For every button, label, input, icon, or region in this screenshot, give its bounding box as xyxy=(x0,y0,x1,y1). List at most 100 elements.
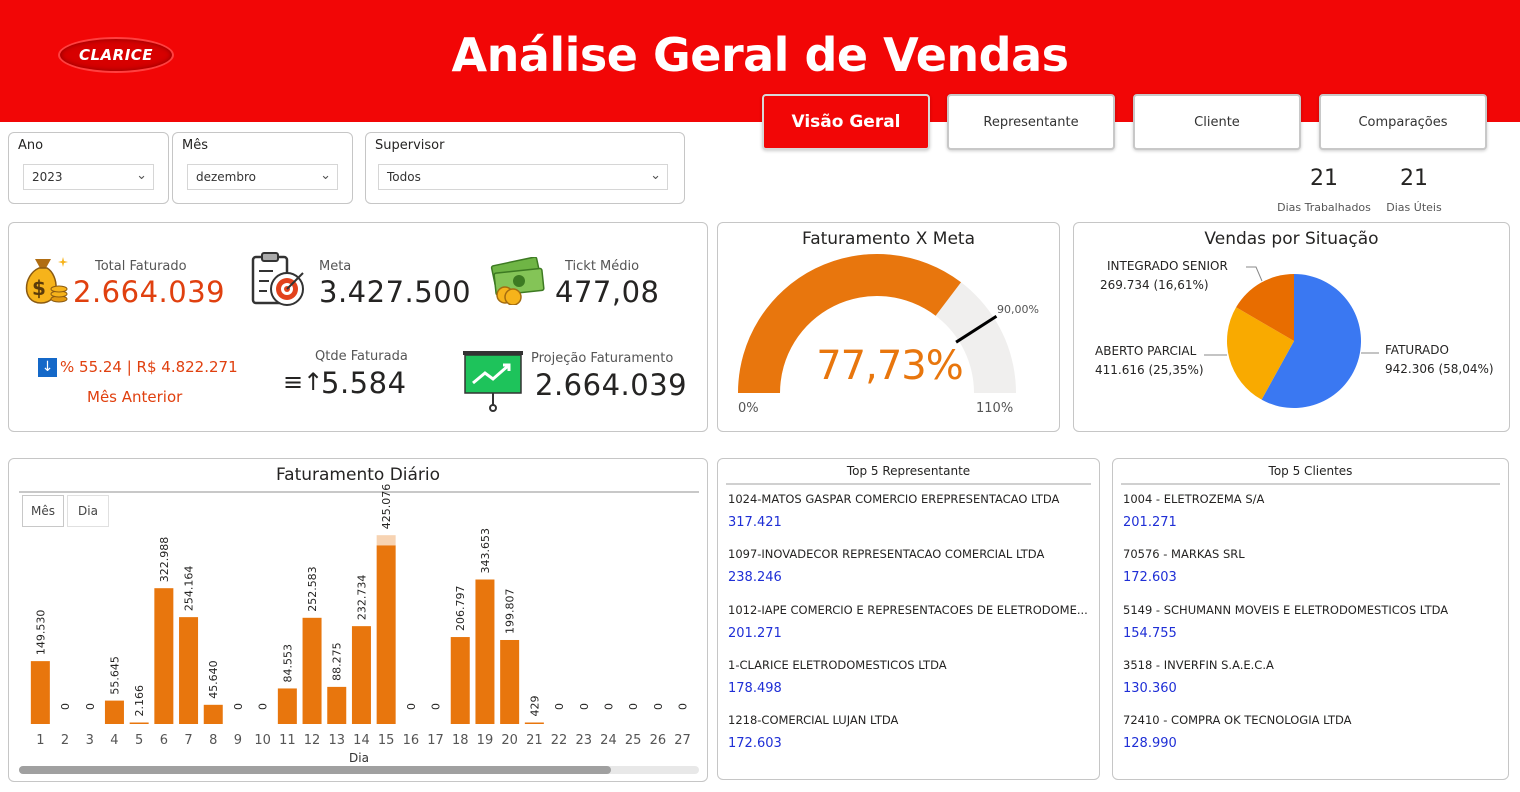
x-tick-label: 24 xyxy=(600,733,617,748)
bar-value-label: 0 xyxy=(257,703,270,710)
pie-slice-aberto-parcial[interactable] xyxy=(1227,307,1294,400)
bar-value-label: 322.988 xyxy=(158,537,171,583)
top-representante-title: Top 5 Representante xyxy=(846,464,971,478)
bar-value-label: 0 xyxy=(232,703,245,710)
title-divider xyxy=(1121,483,1500,485)
slicer-ano: Ano 2023 ⌄ xyxy=(8,132,169,204)
bar-day-13[interactable] xyxy=(327,686,347,724)
supervisor-dropdown[interactable]: Todos ⌄ xyxy=(378,164,668,190)
daily-bar-chart: 149.5301020355.64542.1665322.9886254.164… xyxy=(30,484,691,748)
slicer-mes: Mês dezembro ⌄ xyxy=(172,132,353,204)
qtde-faturada-value: 5.584 xyxy=(321,366,407,400)
bar-value-label: 2.166 xyxy=(133,685,146,717)
top-representante-card: Top 5 Representante 1024-MATOS GASPAR CO… xyxy=(717,458,1100,780)
nav-representante-button[interactable]: Representante xyxy=(947,94,1115,150)
projecao-faturamento-value: 2.664.039 xyxy=(535,368,688,402)
scrollbar-thumb[interactable] xyxy=(19,766,611,774)
bar-day-8[interactable] xyxy=(203,704,223,724)
x-tick-label: 27 xyxy=(674,733,691,748)
bar-day-15-highlight xyxy=(376,535,396,546)
meta-value: 3.427.500 xyxy=(319,275,472,309)
dias-uteis-value: 21 xyxy=(1400,166,1428,191)
pie-label-faturado-name: FATURADO xyxy=(1385,343,1449,357)
gauge-card: Faturamento X Meta 77,73% 0% 110% 90,00% xyxy=(717,222,1060,432)
header-banner: CLARICE Análise Geral de Vendas xyxy=(0,0,1520,122)
pie-label-faturado-value: 942.306 (58,04%) xyxy=(1385,362,1494,376)
x-tick-label: 9 xyxy=(234,733,242,748)
total-faturado-value: 2.664.039 xyxy=(73,275,226,309)
bar-day-11[interactable] xyxy=(277,688,297,724)
title-divider xyxy=(19,491,699,493)
bar-day-12[interactable] xyxy=(302,617,322,724)
x-tick-label: 26 xyxy=(650,733,667,748)
gauge-title: Faturamento X Meta xyxy=(801,229,975,249)
mes-toggle-button[interactable]: Mês xyxy=(22,495,64,527)
page-title: Análise Geral de Vendas xyxy=(451,28,1069,82)
ticket-medio-value: 477,08 xyxy=(555,275,660,309)
cliente-item-value: 154.755 xyxy=(1123,625,1177,641)
money-stack-icon xyxy=(490,257,545,305)
representante-item-value: 317.421 xyxy=(728,515,782,530)
nav-visao-geral-button[interactable]: Visão Geral xyxy=(762,94,930,150)
bar-day-20[interactable] xyxy=(500,639,520,724)
pie-leader-line xyxy=(1246,266,1263,282)
x-tick-label: 4 xyxy=(110,733,118,748)
bar-value-label: 254.164 xyxy=(183,566,196,612)
dia-toggle-button[interactable]: Dia xyxy=(67,495,109,527)
representante-item-name: 1-CLARICE ELETRODOMESTICOS LTDA xyxy=(728,657,947,672)
kpi-card: $ Total Faturado 2.664.039 Meta 3.427.50… xyxy=(8,222,708,432)
cliente-item-name: 1004 - ELETROZEMA S/A xyxy=(1123,492,1265,506)
representante-item-name: 1012-IAPE COMERCIO E REPRESENTACOES DE E… xyxy=(728,602,1088,617)
bar-day-19[interactable] xyxy=(475,579,495,724)
x-tick-label: 19 xyxy=(477,733,494,748)
x-tick-label: 13 xyxy=(328,733,345,748)
pie-slice-integrado-senior[interactable] xyxy=(1236,274,1294,341)
bar-value-label: 0 xyxy=(652,703,665,710)
meta-label: Meta xyxy=(319,259,352,274)
representante-item-value: 201.271 xyxy=(728,625,782,641)
representante-item-value: 172.603 xyxy=(728,736,782,752)
cliente-item-name: 3518 - INVERFIN S.A.E.C.A xyxy=(1123,657,1274,672)
bar-value-label: 149.530 xyxy=(34,610,47,656)
bar-value-label: 0 xyxy=(430,703,443,710)
chevron-down-icon: ⌄ xyxy=(650,168,661,183)
slicer-mes-label: Mês xyxy=(182,138,208,153)
bar-value-label: 84.553 xyxy=(281,644,294,683)
bar-day-7[interactable] xyxy=(179,617,199,724)
slicer-supervisor-label: Supervisor xyxy=(375,138,445,153)
x-tick-label: 16 xyxy=(403,733,420,748)
nav-comparacoes-button[interactable]: Comparações xyxy=(1319,94,1487,150)
dias-uteis-label: Dias Úteis xyxy=(1386,201,1442,214)
x-axis-label: Dia xyxy=(349,751,369,765)
cliente-item-name: 70576 - MARKAS SRL xyxy=(1123,547,1245,562)
gauge-max-label: 110% xyxy=(976,401,1014,416)
bar-day-1[interactable] xyxy=(30,661,50,724)
x-tick-label: 7 xyxy=(184,733,192,748)
pie-slice-faturado[interactable] xyxy=(1261,274,1361,408)
x-tick-label: 1 xyxy=(36,733,44,748)
bar-day-15[interactable] xyxy=(376,545,396,724)
x-tick-label: 22 xyxy=(551,733,568,748)
projecao-faturamento-label: Projeção Faturamento xyxy=(531,351,674,366)
gauge-target-marker xyxy=(955,314,998,344)
horizontal-scrollbar[interactable] xyxy=(19,766,699,774)
gauge-value-arc xyxy=(738,254,962,393)
bar-value-label: 199.807 xyxy=(504,588,517,634)
bar-day-6[interactable] xyxy=(154,588,174,724)
nav-cliente-button[interactable]: Cliente xyxy=(1133,94,1301,150)
bar-day-5[interactable] xyxy=(129,722,149,725)
representante-item-name: 1218-COMERCIAL LUJAN LTDA xyxy=(728,713,899,728)
x-tick-label: 6 xyxy=(160,733,168,748)
representante-item-value: 238.246 xyxy=(728,570,782,586)
bar-day-14[interactable] xyxy=(351,626,371,724)
bar-day-21[interactable] xyxy=(524,722,544,725)
representante-item-name: 1024-MATOS GASPAR COMERCIO EREPRESENTACA… xyxy=(728,492,1060,506)
mes-dropdown[interactable]: dezembro ⌄ xyxy=(187,164,338,190)
clipboard-target-icon xyxy=(251,252,304,306)
chevron-down-icon: ⌄ xyxy=(136,168,147,183)
bar-day-18[interactable] xyxy=(450,637,470,724)
qtde-faturada-label: Qtde Faturada xyxy=(315,349,408,364)
cliente-item-value: 172.603 xyxy=(1123,570,1177,586)
bar-day-4[interactable] xyxy=(104,700,124,724)
ano-dropdown[interactable]: 2023 ⌄ xyxy=(23,164,154,190)
